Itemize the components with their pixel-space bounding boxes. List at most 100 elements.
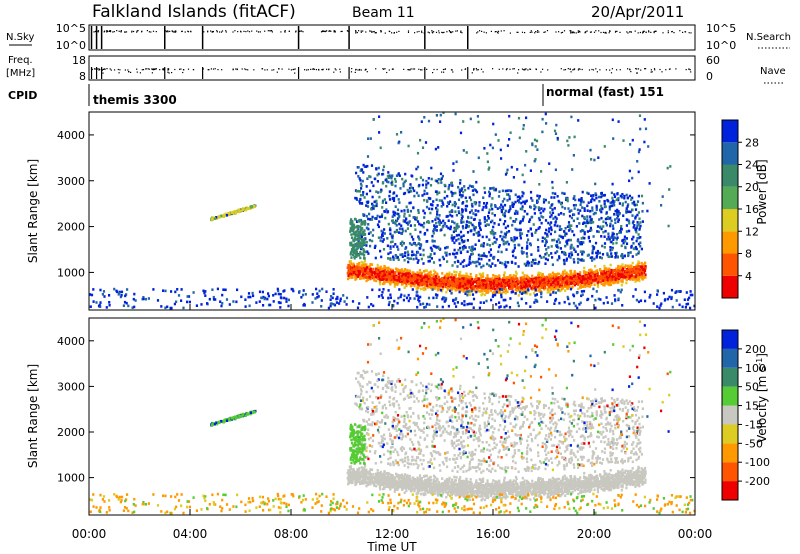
power-cell <box>591 197 594 200</box>
power-cell <box>611 224 615 228</box>
power-cell <box>623 270 626 273</box>
power-cell <box>590 221 593 225</box>
power-cell <box>394 177 397 181</box>
nsky-point <box>543 31 545 33</box>
power-cell <box>465 287 468 290</box>
power-cell <box>630 274 634 277</box>
power-cell <box>415 177 418 181</box>
power-cell <box>603 274 606 277</box>
power-cell <box>607 276 611 279</box>
power-cell <box>570 277 573 280</box>
power-cell <box>404 247 407 250</box>
power-cell <box>637 194 640 198</box>
power-cell <box>635 274 638 277</box>
power-cell <box>621 203 624 207</box>
nsky-point <box>251 30 253 32</box>
freq-point <box>117 68 119 71</box>
power-cell <box>607 238 610 241</box>
freq-label: Freq. <box>8 55 33 66</box>
power-cell <box>390 274 393 277</box>
power-cell <box>530 216 533 219</box>
power-cell <box>389 258 392 261</box>
power-cell <box>516 285 519 289</box>
freq-point <box>659 68 661 71</box>
freq-point <box>477 69 479 71</box>
power-cell <box>349 261 352 265</box>
power-cell <box>579 278 582 282</box>
power-cell <box>458 190 461 194</box>
power-cell <box>531 274 534 278</box>
power-cell <box>618 231 621 234</box>
freq-point <box>616 69 618 71</box>
power-cell <box>553 196 556 199</box>
power-cell <box>520 201 523 205</box>
power-cell <box>378 195 381 199</box>
power-cell <box>456 277 459 280</box>
power-cell <box>518 200 521 204</box>
power-cell <box>634 265 637 269</box>
power-cell <box>637 242 641 246</box>
power-cell <box>537 249 540 252</box>
power-cell <box>456 252 459 255</box>
power-cell <box>415 281 418 284</box>
power-cell <box>525 247 528 250</box>
power-cell <box>542 278 545 281</box>
nsky-point <box>535 31 537 33</box>
figure-title: Falkland Islands (fitACF) <box>92 2 296 22</box>
freq-point <box>375 68 377 70</box>
nsky-point <box>389 30 391 33</box>
power-cell <box>359 245 363 248</box>
power-cell <box>465 272 468 275</box>
power-cell <box>349 253 352 256</box>
power-cell <box>596 230 599 233</box>
power-cell <box>512 282 515 286</box>
power-cell <box>362 248 365 251</box>
power-cell <box>589 209 592 213</box>
nsky-point <box>136 31 138 33</box>
freq-point <box>210 68 212 70</box>
power-cell <box>595 279 598 282</box>
power-cell <box>602 225 605 228</box>
nsky-point <box>280 31 282 33</box>
power-cell <box>401 269 404 273</box>
power-cell <box>452 230 455 234</box>
power-cell <box>586 191 589 195</box>
cpid-label: CPID <box>8 89 37 102</box>
power-cell <box>350 256 353 259</box>
power-cell <box>246 207 249 211</box>
nsky-point <box>497 31 499 33</box>
power-cell <box>422 262 425 265</box>
power-cell <box>478 219 481 222</box>
freq-point <box>214 68 216 70</box>
nsky-point <box>671 30 673 33</box>
power-cell <box>558 256 561 260</box>
power-cell <box>457 286 461 289</box>
power-cell <box>367 232 371 235</box>
power-cell <box>347 277 350 281</box>
power-cell <box>616 236 619 239</box>
power-cell <box>579 271 582 274</box>
power-cell <box>640 265 643 269</box>
power-cell <box>565 257 568 261</box>
power-cell <box>457 225 460 228</box>
power-cell <box>372 275 375 279</box>
power-cell <box>502 242 505 246</box>
nsky-point <box>150 31 152 33</box>
power-cell <box>390 276 393 280</box>
power-cell <box>560 228 563 231</box>
power-cell <box>598 218 601 221</box>
power-cell <box>417 259 420 262</box>
power-cell <box>519 207 522 211</box>
nsky-point <box>243 30 245 32</box>
power-cell <box>478 262 481 266</box>
power-cell <box>503 276 506 279</box>
power-cell <box>362 191 365 194</box>
power-cell <box>353 256 356 260</box>
power-cell <box>405 221 408 225</box>
power-cell <box>612 232 615 236</box>
power-cell <box>554 278 557 281</box>
power-cell <box>582 221 586 224</box>
power-cell <box>440 205 443 208</box>
freq-point <box>357 69 359 71</box>
freq-point <box>106 68 108 70</box>
